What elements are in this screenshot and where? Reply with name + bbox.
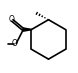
Text: O: O bbox=[8, 15, 14, 24]
Polygon shape bbox=[23, 28, 31, 31]
Text: O: O bbox=[12, 39, 18, 48]
